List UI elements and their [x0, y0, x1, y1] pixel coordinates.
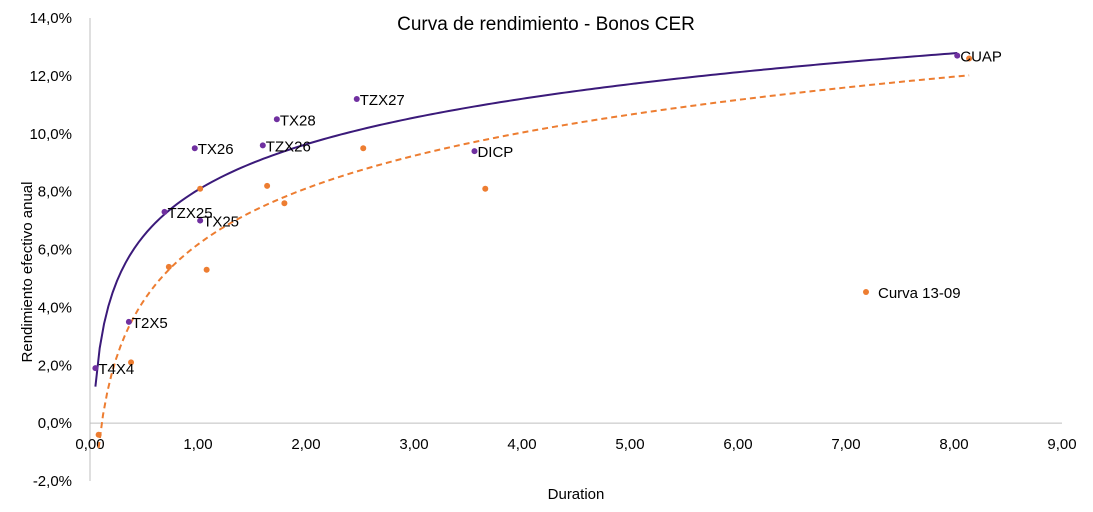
point-label: TX28	[280, 112, 316, 129]
data-point-13-09	[203, 266, 210, 273]
chart-title: Curva de rendimiento - Bonos CER	[397, 14, 695, 35]
legend: Curva 13-09	[863, 285, 961, 302]
trendline-13-09	[97, 74, 970, 449]
data-point	[161, 208, 168, 215]
y-tick-label: 0,0%	[38, 415, 72, 432]
x-tick-label: 1,00	[183, 436, 212, 453]
data-point-13-09	[264, 182, 271, 189]
plot-area: 0,00 1,00 2,00 3,00 4,00 5,00 6,00 7,00 8,00 9,00…	[29, 10, 1076, 490]
data-point-13-09	[95, 431, 102, 438]
y-tick-label: 2,0%	[38, 357, 72, 374]
point-label: T4X4	[98, 361, 134, 378]
point-label: TZX26	[266, 138, 311, 155]
y-tick-label: 10,0%	[29, 126, 72, 143]
data-point-13-09	[197, 185, 204, 192]
data-point-13-09	[281, 200, 288, 207]
data-points	[92, 52, 973, 438]
y-axis-label: Rendimiento efectivo anual	[19, 182, 36, 363]
point-label: TX25	[203, 214, 239, 231]
y-tick-label: 6,0%	[38, 242, 72, 259]
data-point-13-09	[482, 185, 489, 192]
x-tick-label: 9,00	[1047, 436, 1076, 453]
y-tick-label: 8,0%	[38, 184, 72, 201]
x-tick-label: 6,00	[723, 436, 752, 453]
x-tick-labels: 0,00 1,00 2,00 3,00 4,00 5,00 6,00 7,00 8,00 9,00	[75, 436, 1076, 453]
point-label: DICP	[477, 144, 513, 161]
point-label: T2X5	[132, 315, 168, 332]
trendlines	[94, 52, 970, 449]
y-tick-label: 14,0%	[29, 10, 72, 27]
y-tick-label: 12,0%	[29, 68, 72, 85]
legend-marker	[863, 289, 869, 295]
data-point	[92, 365, 99, 372]
data-point	[353, 96, 360, 103]
point-labels: T4X4 T2X5 TZX25 TX26 TX25 TZX26 TX28 TZX27 DICP C…	[98, 49, 1002, 379]
point-label: TZX25	[168, 205, 213, 222]
point-label: TX26	[198, 141, 234, 158]
x-tick-label: 2,00	[291, 436, 320, 453]
x-axis-label: Duration	[548, 486, 605, 503]
data-point	[259, 142, 266, 149]
data-point	[197, 217, 204, 224]
x-tick-label: 8,00	[939, 436, 968, 453]
trendline-current	[94, 52, 958, 387]
point-label: CUAP	[960, 49, 1002, 66]
legend-label: Curva 13-09	[878, 285, 961, 302]
data-point	[273, 116, 280, 123]
y-tick-label: -2,0%	[33, 473, 72, 490]
data-point-13-09	[360, 145, 367, 152]
x-tick-label: 3,00	[399, 436, 428, 453]
data-point	[954, 52, 961, 59]
y-tick-labels: -2,0% 0,0% 2,0% 4,0% 6,0% 8,0% 10,0% 12,0% 14,0%	[29, 10, 72, 490]
data-point	[471, 148, 478, 155]
data-point	[125, 318, 132, 325]
point-label: TZX27	[360, 92, 405, 109]
x-tick-label: 0,00	[75, 436, 104, 453]
x-tick-label: 4,00	[507, 436, 536, 453]
y-tick-label: 4,0%	[38, 299, 72, 316]
x-tick-label: 7,00	[831, 436, 860, 453]
data-point-13-09	[128, 359, 135, 366]
data-point-13-09	[165, 263, 172, 270]
data-point-13-09	[966, 55, 973, 62]
x-tick-label: 5,00	[615, 436, 644, 453]
data-point	[191, 145, 198, 152]
